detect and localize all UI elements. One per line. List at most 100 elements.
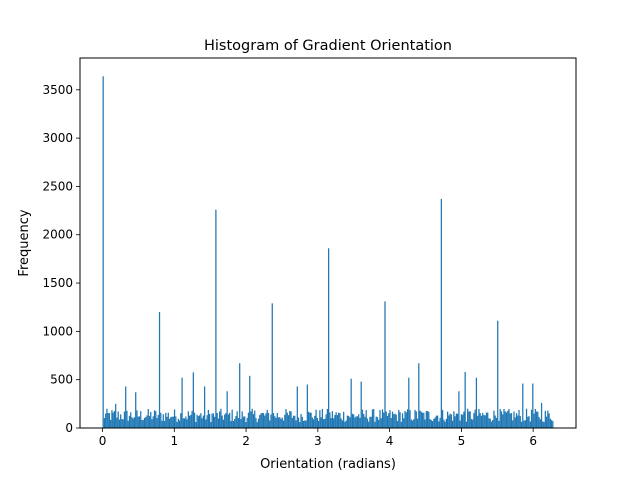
histogram-bar (295, 420, 297, 428)
histogram-bar (345, 420, 347, 428)
histogram-bar (168, 418, 171, 428)
histogram-bar (370, 416, 372, 428)
histogram-bar (475, 377, 478, 428)
histogram-bar (137, 416, 139, 428)
histogram-bar (436, 415, 439, 428)
histogram-bar (361, 409, 364, 428)
histogram-bar (494, 415, 496, 428)
histogram-bar (429, 419, 431, 428)
histogram-bar (453, 411, 455, 428)
histogram-bar (497, 320, 499, 428)
y-tick-label: 3500 (42, 83, 73, 97)
histogram-bar (231, 409, 233, 428)
histogram-bar (281, 417, 283, 428)
histogram-bar (229, 412, 231, 428)
histogram-bar (157, 414, 159, 428)
histogram-bar (504, 411, 506, 428)
histogram-bar (167, 412, 169, 428)
histogram-bar (296, 386, 298, 428)
histogram-bar (241, 411, 243, 428)
histogram-bar (540, 402, 543, 428)
histogram-bar (517, 415, 519, 428)
histogram-bar (539, 419, 541, 428)
histogram-bar (285, 409, 287, 428)
histogram-bar (260, 413, 262, 428)
histogram-bar (527, 416, 529, 428)
histogram-bar (251, 408, 253, 428)
histogram-bar (469, 411, 471, 428)
histogram-bar (261, 412, 263, 428)
histogram-bar (113, 411, 116, 428)
histogram-bar (530, 409, 533, 428)
histogram-bar (289, 411, 291, 428)
histogram-bar (106, 408, 108, 428)
histogram-bar (410, 419, 412, 428)
y-tick-label: 2500 (42, 179, 73, 193)
histogram-bar (244, 416, 246, 428)
histogram-bar (394, 413, 396, 428)
histogram-bar (279, 417, 281, 428)
histogram-bar (498, 420, 500, 428)
histogram-bar (467, 408, 469, 428)
histogram-bar (358, 414, 360, 428)
histogram-bar (269, 420, 271, 428)
histogram-bar (444, 421, 446, 428)
histogram-bar (468, 411, 470, 428)
histogram-bar (153, 410, 156, 428)
histogram-bar (292, 415, 295, 428)
histogram-bar (197, 416, 199, 428)
histogram-bar (340, 418, 342, 428)
histogram-bar (321, 408, 323, 428)
histogram-bar (492, 420, 494, 428)
histogram-bar (266, 409, 268, 428)
histogram-bar (488, 418, 490, 428)
histogram-bar (477, 415, 479, 428)
histogram-bar (185, 416, 187, 428)
histogram-bar (212, 413, 215, 428)
histogram-bar (483, 415, 485, 428)
histogram-bar (443, 419, 445, 428)
histogram-bar (524, 420, 526, 428)
histogram-bar (126, 410, 128, 428)
histogram-bar (455, 413, 458, 428)
histogram-bar (473, 413, 475, 428)
histogram-bar (360, 381, 362, 428)
histogram-bar (351, 413, 354, 428)
histogram-bar (198, 415, 201, 428)
histogram-bar (312, 419, 315, 428)
histogram-bar (482, 412, 484, 428)
y-tick-label: 2000 (42, 228, 73, 242)
histogram-bar (110, 419, 112, 428)
histogram-bar (380, 418, 382, 428)
histogram-bar (418, 363, 420, 428)
histogram-bar (227, 414, 230, 428)
histogram-bar (177, 418, 179, 428)
histogram-bar (457, 413, 459, 428)
histogram-bar (128, 415, 131, 428)
histogram-bar (232, 421, 235, 428)
histogram-bar (175, 416, 177, 428)
histogram-bar (319, 410, 321, 428)
histogram-bar (133, 417, 136, 428)
histogram-bar (542, 421, 544, 428)
histogram-bar (520, 421, 523, 428)
y-tick-label: 1500 (42, 276, 73, 290)
histogram-bar (435, 415, 437, 428)
histogram-bar (195, 421, 197, 428)
histogram-bar (203, 386, 206, 428)
histogram-bar (490, 421, 493, 428)
histogram-bar (239, 363, 241, 428)
histogram-bar (105, 413, 107, 428)
histogram-bar (538, 417, 540, 428)
histogram-bar (414, 409, 416, 428)
histogram-bar (222, 419, 225, 428)
histogram-bar (356, 416, 359, 428)
histogram-bar (219, 411, 221, 428)
histogram-bar (502, 414, 504, 428)
histogram-bar (470, 419, 473, 428)
x-tick-label: 1 (170, 434, 178, 448)
histogram-bar (383, 412, 385, 428)
histogram-bar (421, 412, 424, 428)
histogram-bar (255, 418, 257, 428)
histogram-bar (474, 409, 476, 428)
